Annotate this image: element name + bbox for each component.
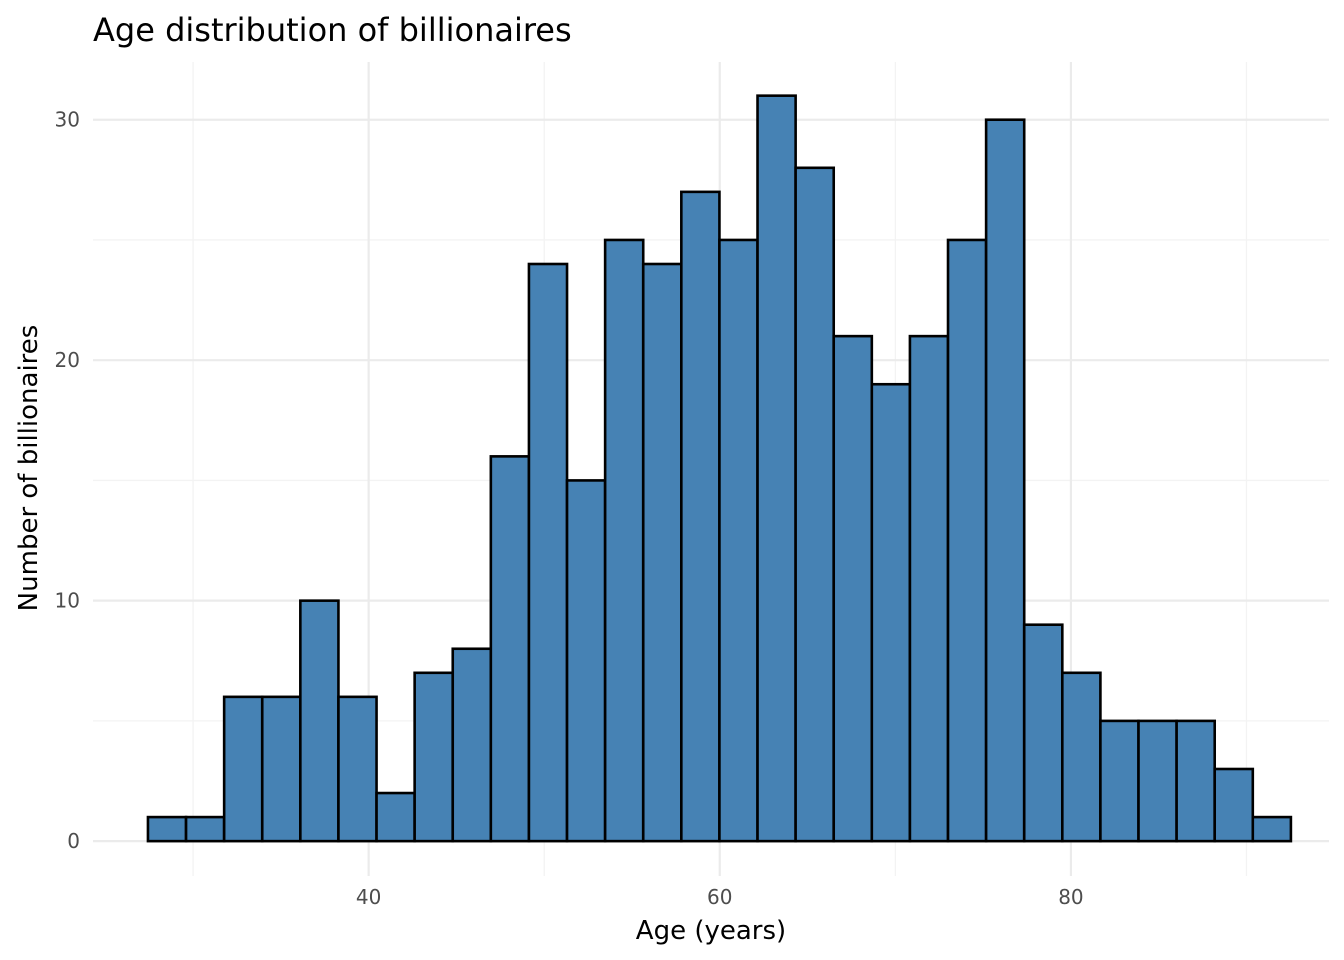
histogram-bar xyxy=(299,599,340,843)
x-tick-label: 60 xyxy=(707,885,732,909)
histogram-bar xyxy=(413,671,455,843)
histogram-bar xyxy=(603,238,645,843)
chart-title: Age distribution of billionaires xyxy=(93,11,572,49)
histogram-bar xyxy=(565,479,607,843)
y-tick-label: 20 xyxy=(55,348,80,372)
histogram-bar xyxy=(1213,767,1255,843)
histogram-bar xyxy=(451,647,493,843)
histogram-bar xyxy=(756,94,797,843)
histogram-bar xyxy=(908,334,950,843)
histogram-bar xyxy=(146,815,188,843)
histogram-bar xyxy=(680,190,721,843)
x-tick-label: 80 xyxy=(1058,885,1083,909)
histogram-bar xyxy=(794,166,836,843)
histogram-bar xyxy=(870,382,912,843)
histogram-bar xyxy=(718,238,759,843)
histogram-bar xyxy=(1137,719,1178,843)
histogram-bar xyxy=(222,695,264,843)
histogram-bar xyxy=(641,262,683,843)
histogram-bar xyxy=(946,238,988,843)
histogram-bar xyxy=(1099,719,1140,843)
histogram-bar xyxy=(1061,671,1102,843)
histogram-bar xyxy=(1175,719,1217,843)
histogram-bar xyxy=(1022,623,1064,843)
histogram-bar xyxy=(984,118,1026,843)
y-tick-label: 10 xyxy=(55,589,80,613)
histogram-bar xyxy=(337,695,378,843)
y-tick-label: 0 xyxy=(67,829,80,853)
histogram-bar xyxy=(832,334,874,843)
histogram-bar xyxy=(260,695,302,843)
bars-layer xyxy=(146,94,1293,843)
tick-labels-layer: 40 60 80 0 10 20 30 xyxy=(55,108,1084,909)
x-tick-label: 40 xyxy=(356,885,381,909)
histogram-bar xyxy=(489,455,531,843)
histogram-bar xyxy=(527,262,569,843)
histogram-bar xyxy=(375,791,416,843)
histogram-bar xyxy=(184,815,226,843)
y-axis-title: Number of billionaires xyxy=(14,325,44,612)
histogram-bar xyxy=(1251,815,1293,843)
y-tick-label: 30 xyxy=(55,108,80,132)
x-axis-title: Age (years) xyxy=(636,916,786,946)
